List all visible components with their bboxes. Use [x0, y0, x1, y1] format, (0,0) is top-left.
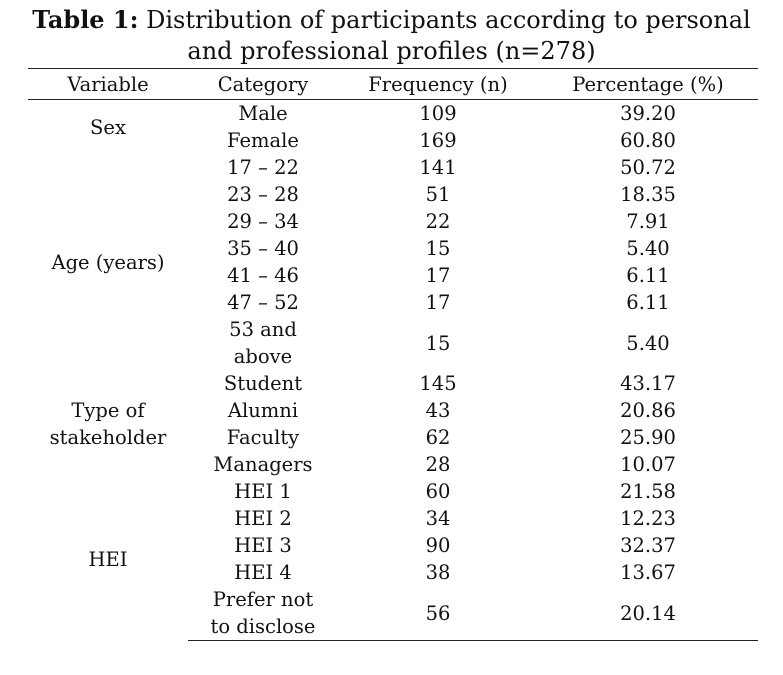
percentage-cell: 60.80: [620, 129, 676, 152]
caption-line-2: and professional profiles (n=278): [187, 37, 596, 65]
frequency-cell: 34: [425, 507, 451, 530]
table-row: Age (years) 17 – 22 141 50.72: [28, 154, 758, 274]
table-row: Female 169 60.80: [28, 127, 758, 154]
header-variable: Variable: [28, 68, 188, 100]
category-line-1: 53 and: [229, 318, 297, 341]
category-line-2: above: [233, 345, 293, 368]
table-row: HEI 3 90 32.37: [28, 532, 758, 559]
caption-label: Table 1:: [32, 5, 139, 34]
percentage-cell: 50.72: [620, 156, 676, 179]
category-cell: 47 – 52: [227, 291, 299, 314]
percentage-cell: 20.14: [538, 586, 758, 641]
caption-line-1: Table 1: Distribution of participants ac…: [0, 4, 783, 36]
percentage-cell: 32.37: [620, 534, 676, 557]
table-row: Alumni 43 20.86: [28, 397, 758, 424]
participants-table: Variable Category Frequency (n) Percenta…: [28, 68, 758, 641]
frequency-cell: 28: [425, 453, 451, 476]
frequency-cell: 17: [425, 264, 451, 287]
header-row: Variable Category Frequency (n) Percenta…: [28, 68, 758, 100]
category-cell: 23 – 28: [227, 183, 299, 206]
frequency-cell: 141: [419, 156, 457, 179]
frequency-cell: 43: [425, 399, 451, 422]
group-label-line-2: stakeholder: [49, 426, 167, 449]
category-cell: Prefer not to disclose: [188, 586, 338, 641]
header-percentage: Percentage (%): [538, 68, 758, 100]
frequency-cell: 15: [425, 237, 451, 260]
table-row: 53 and above 15 5.40: [28, 316, 758, 370]
percentage-cell: 21.58: [620, 480, 676, 503]
frequency-cell: 145: [419, 372, 457, 395]
table-row: Prefer not to disclose 56 20.14: [28, 586, 758, 641]
percentage-cell: 6.11: [626, 264, 670, 287]
table-row: 29 – 34 22 7.91: [28, 208, 758, 235]
group-stakeholder: Type of stakeholder: [28, 370, 188, 478]
category-cell: Faculty: [226, 426, 300, 449]
percentage-cell: 43.17: [620, 372, 676, 395]
category-cell: 35 – 40: [227, 237, 299, 260]
table-row: Type of stakeholder Student 145 43.17: [28, 370, 758, 449]
table-row: 35 – 40 15 5.40: [28, 235, 758, 262]
header-category: Category: [188, 68, 338, 100]
table-row: HEI 4 38 13.67: [28, 559, 758, 586]
category-cell: HEI 3: [234, 534, 292, 557]
category-cell: HEI 1: [234, 480, 292, 503]
percentage-cell: 39.20: [620, 102, 676, 125]
category-cell: Alumni: [227, 399, 299, 422]
percentage-cell: 5.40: [626, 331, 670, 355]
caption-text-1: Distribution of participants according t…: [146, 6, 751, 34]
header-frequency: Frequency (n): [338, 68, 538, 100]
table-caption: Table 1: Distribution of participants ac…: [0, 4, 783, 67]
frequency-cell: 60: [425, 480, 451, 503]
frequency-cell: 38: [425, 561, 451, 584]
category-cell: Managers: [213, 453, 313, 476]
frequency-cell: 56: [338, 586, 538, 641]
table-row: Managers 28 10.07: [28, 451, 758, 478]
group-age: Age (years): [51, 250, 165, 274]
percentage-cell: 25.90: [620, 426, 676, 449]
category-cell: Male: [238, 102, 288, 125]
frequency-cell: 90: [425, 534, 451, 557]
table-row: 47 – 52 17 6.11: [28, 289, 758, 316]
percentage-cell: 7.91: [626, 210, 670, 233]
frequency-cell: 51: [425, 183, 451, 206]
category-line-1: Prefer not: [212, 588, 314, 611]
percentage-cell: 6.11: [626, 291, 670, 314]
frequency-cell: 17: [425, 291, 451, 314]
category-cell: 41 – 46: [227, 264, 299, 287]
table-row: 41 – 46 17 6.11: [28, 262, 758, 289]
frequency-cell: 15: [425, 331, 451, 355]
category-cell: HEI 4: [234, 561, 292, 584]
category-cell: 29 – 34: [227, 210, 299, 233]
table-row: HEI 2 34 12.23: [28, 505, 758, 532]
percentage-cell: 12.23: [620, 507, 676, 530]
table-row: 23 – 28 51 18.35: [28, 181, 758, 208]
category-line-2: to disclose: [210, 615, 316, 638]
percentage-cell: 20.86: [620, 399, 676, 422]
percentage-cell: 13.67: [620, 561, 676, 584]
category-cell: 17 – 22: [227, 156, 299, 179]
category-cell: Student: [223, 372, 303, 395]
table-row: Faculty 62 25.90: [28, 424, 758, 451]
group-label-line-1: Type of: [71, 399, 145, 422]
category-cell: 53 and above: [188, 316, 338, 370]
category-cell: Female: [227, 129, 299, 152]
table-row: HEI HEI 1 60 21.58: [28, 478, 758, 571]
percentage-cell: 5.40: [626, 237, 670, 260]
frequency-cell: 109: [419, 102, 457, 125]
group-hei: HEI: [88, 547, 128, 571]
percentage-cell: 10.07: [620, 453, 676, 476]
table-row: Sex Male 109 39.20: [28, 100, 758, 139]
percentage-cell: 18.35: [620, 183, 676, 206]
frequency-cell: 169: [419, 129, 457, 152]
frequency-cell: 22: [425, 210, 451, 233]
category-cell: HEI 2: [234, 507, 292, 530]
frequency-cell: 62: [425, 426, 451, 449]
group-sex: Sex: [90, 115, 126, 139]
